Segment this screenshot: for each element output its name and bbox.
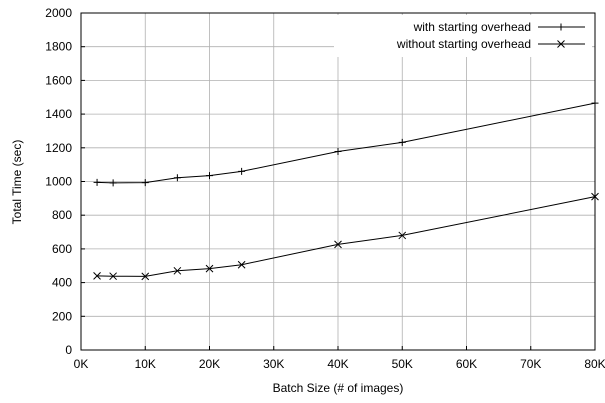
data-point-plus — [141, 179, 149, 187]
data-point-plus — [206, 172, 213, 180]
legend-label-with-overhead: with starting overhead — [413, 20, 531, 34]
y-tick-label: 1800 — [45, 40, 72, 54]
x-tick-label: 40K — [327, 357, 348, 371]
data-point-cross — [173, 266, 182, 275]
x-tick-label: 50K — [392, 357, 413, 371]
data-point-plus — [109, 179, 117, 187]
y-tick-label: 1400 — [45, 107, 72, 121]
data-point-cross — [334, 240, 342, 249]
legend-marker-plus — [557, 23, 565, 31]
data-point-plus — [334, 148, 342, 156]
legend-label-without-overhead: without starting overhead — [396, 37, 531, 51]
y-tick-label: 2000 — [45, 6, 72, 20]
x-tick-label: 30K — [263, 357, 284, 371]
x-tick-label: 60K — [456, 357, 477, 371]
data-point-plus — [173, 174, 181, 182]
series-line-1 — [97, 102, 596, 184]
y-axis-title: Total Time (sec) — [10, 140, 24, 225]
grid — [80, 12, 596, 351]
data-point-cross — [141, 272, 150, 281]
legend-marker-cross — [557, 40, 565, 48]
y-tick-label: 200 — [52, 309, 72, 323]
x-tick-label: 20K — [199, 357, 220, 371]
y-tick-label: 1600 — [45, 73, 72, 87]
data-point-cross — [93, 272, 101, 280]
y-tick-label: 400 — [52, 276, 72, 290]
x-tick-label: 80K — [584, 357, 605, 371]
x-tick-label: 10K — [135, 357, 156, 371]
x-axis-title: Batch Size (# of images) — [273, 381, 404, 395]
data-point-cross — [205, 264, 214, 273]
series — [93, 99, 599, 281]
legend: with starting overhead without starting … — [334, 15, 592, 57]
y-tick-label: 1200 — [45, 141, 72, 155]
y-tick-label: 600 — [52, 242, 72, 256]
legend-background — [334, 15, 592, 57]
data-point-cross — [109, 272, 117, 281]
data-point-cross — [237, 260, 246, 269]
x-tick-label: 0K — [74, 357, 89, 371]
tick-labels: 0K 10K 20K 30K 40K 50K 60K 70K 80K 0 200 400 600 800 1… — [45, 6, 605, 371]
data-point-plus — [238, 167, 246, 175]
y-tick-label: 800 — [52, 208, 72, 222]
x-tick-label: 70K — [520, 357, 541, 371]
series-line-2 — [97, 196, 596, 277]
plot-frame — [80, 12, 596, 351]
y-tick-label: 1000 — [45, 175, 72, 189]
data-point-plus — [398, 138, 406, 146]
data-point-plus — [93, 178, 101, 186]
y-tick-label: 0 — [65, 343, 72, 357]
data-point-cross — [398, 231, 407, 240]
